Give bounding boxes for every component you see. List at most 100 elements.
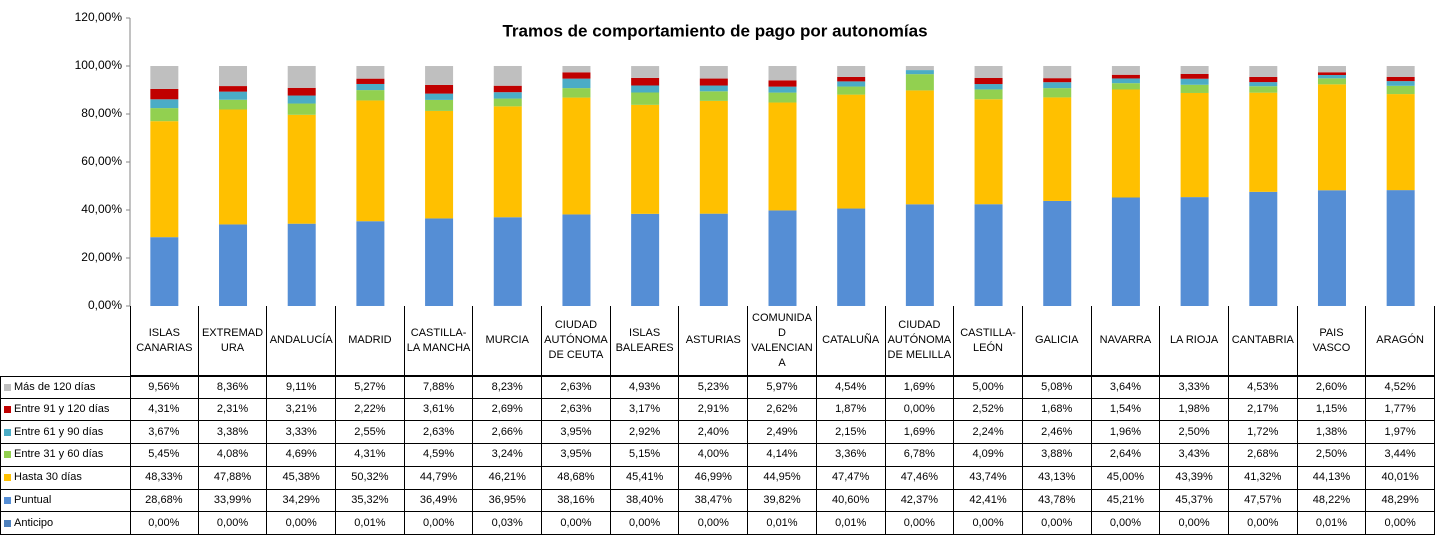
table-value: 0,01% bbox=[748, 512, 817, 535]
table-value: 43,74% bbox=[954, 466, 1023, 490]
bar-segment bbox=[768, 80, 797, 87]
table-value: 48,68% bbox=[542, 466, 611, 490]
bar-segment bbox=[1180, 92, 1209, 198]
bar-segment bbox=[287, 87, 316, 96]
bar-segment bbox=[905, 90, 934, 205]
bar-segment bbox=[1317, 75, 1346, 79]
table-value: 1,96% bbox=[1091, 421, 1161, 445]
table-value: 2,62% bbox=[748, 398, 817, 422]
table-value: 1,68% bbox=[1022, 398, 1092, 422]
bar-segment bbox=[1180, 197, 1209, 306]
bar-segment bbox=[562, 72, 591, 79]
bar-segment bbox=[768, 86, 797, 93]
bar-segment bbox=[1180, 73, 1209, 79]
bar-segment bbox=[219, 99, 248, 110]
bar-segment bbox=[1249, 191, 1278, 306]
bar-segment bbox=[1111, 78, 1140, 84]
table-value: 5,15% bbox=[610, 444, 680, 467]
bar-segment bbox=[1317, 84, 1346, 191]
table-value: 33,99% bbox=[198, 489, 268, 513]
table-value: 0,00% bbox=[1160, 512, 1229, 535]
table-value: 2,52% bbox=[954, 398, 1023, 422]
category-label: ARAGÓN bbox=[1366, 306, 1435, 376]
table-value: 3,95% bbox=[542, 421, 611, 445]
table-value: 1,72% bbox=[1228, 421, 1298, 445]
category-label: COMUNIDAD VALENCIANA bbox=[748, 306, 817, 376]
category-label: NAVARRA bbox=[1091, 306, 1161, 376]
bar-segment bbox=[974, 204, 1003, 306]
table-value: 3,36% bbox=[816, 444, 886, 467]
bar-segment bbox=[425, 84, 454, 94]
table-value: 3,61% bbox=[404, 398, 474, 422]
bar-segment bbox=[493, 106, 522, 218]
table-value: 1,15% bbox=[1297, 398, 1367, 422]
table-value: 2,66% bbox=[473, 421, 543, 445]
table-value: 45,41% bbox=[610, 466, 680, 490]
bar-segment bbox=[837, 208, 866, 306]
bar-segment bbox=[287, 65, 316, 88]
bar-segment bbox=[356, 78, 385, 84]
table-value: 45,00% bbox=[1091, 466, 1161, 490]
table-value: 5,45% bbox=[130, 444, 199, 467]
table-value: 1,98% bbox=[1160, 398, 1229, 422]
bar-segment bbox=[1249, 66, 1278, 77]
table-value: 0,00% bbox=[885, 512, 955, 535]
bar-segment bbox=[1111, 83, 1140, 90]
bar-segment bbox=[1317, 66, 1346, 73]
bar-segment bbox=[699, 85, 728, 92]
category-label: GALICIA bbox=[1022, 306, 1092, 376]
table-value: 48,22% bbox=[1297, 489, 1367, 513]
table-value: 47,46% bbox=[885, 466, 955, 490]
table-value: 4,08% bbox=[198, 444, 268, 467]
table-value: 43,78% bbox=[1022, 489, 1092, 513]
bar-segment bbox=[219, 86, 248, 92]
table-value: 40,01% bbox=[1366, 466, 1435, 490]
table-value: 3,44% bbox=[1366, 444, 1435, 467]
bar-segment bbox=[150, 99, 179, 109]
bar-segment bbox=[1043, 97, 1072, 201]
table-value: 0,00% bbox=[954, 512, 1023, 535]
bar-segment bbox=[1386, 81, 1415, 86]
bar-segment bbox=[1386, 94, 1415, 191]
category-label: CASTILLA-LA MANCHA bbox=[404, 306, 474, 376]
bar-segment bbox=[425, 93, 454, 100]
table-value: 35,32% bbox=[336, 489, 405, 513]
table-value: 2,49% bbox=[748, 421, 817, 445]
table-value: 4,14% bbox=[748, 444, 817, 467]
table-value: 1,38% bbox=[1297, 421, 1367, 445]
table-value: 4,31% bbox=[130, 398, 199, 422]
legend-label: Entre 91 y 120 días bbox=[14, 403, 110, 416]
legend-entry: Entre 31 y 60 días bbox=[0, 444, 131, 467]
table-value: 41,32% bbox=[1228, 466, 1298, 490]
table-value: 8,36% bbox=[198, 376, 268, 399]
bar-segment bbox=[425, 218, 454, 306]
category-label: PAIS VASCO bbox=[1297, 306, 1367, 376]
bar-segment bbox=[1317, 72, 1346, 76]
bar-segment bbox=[493, 65, 522, 86]
table-value: 2,40% bbox=[679, 421, 749, 445]
bar-segment bbox=[356, 221, 385, 306]
table-value: 0,00% bbox=[885, 398, 955, 422]
bar-segment bbox=[1043, 88, 1072, 98]
category-label: MURCIA bbox=[473, 306, 543, 376]
table-value: 1,77% bbox=[1366, 398, 1435, 422]
bar-segment bbox=[837, 81, 866, 87]
bar-segment bbox=[425, 66, 454, 85]
legend-entry: Entre 91 y 120 días bbox=[0, 398, 131, 422]
table-value: 47,47% bbox=[816, 466, 886, 490]
legend-swatch bbox=[4, 519, 11, 527]
legend-label: Más de 120 días bbox=[14, 380, 96, 393]
y-tick-label: 60,00% bbox=[81, 154, 122, 168]
table-value: 4,53% bbox=[1228, 376, 1298, 399]
table-value: 2,22% bbox=[336, 398, 405, 422]
bar-segment bbox=[150, 108, 179, 122]
bar-segment bbox=[699, 213, 728, 306]
table-value: 44,79% bbox=[404, 466, 474, 490]
table-value: 1,54% bbox=[1091, 398, 1161, 422]
bar-segment bbox=[493, 85, 522, 93]
bar-segment bbox=[1180, 66, 1209, 74]
legend-label: Entre 31 y 60 días bbox=[14, 448, 104, 461]
legend-swatch bbox=[4, 451, 11, 459]
table-value: 1,87% bbox=[816, 398, 886, 422]
